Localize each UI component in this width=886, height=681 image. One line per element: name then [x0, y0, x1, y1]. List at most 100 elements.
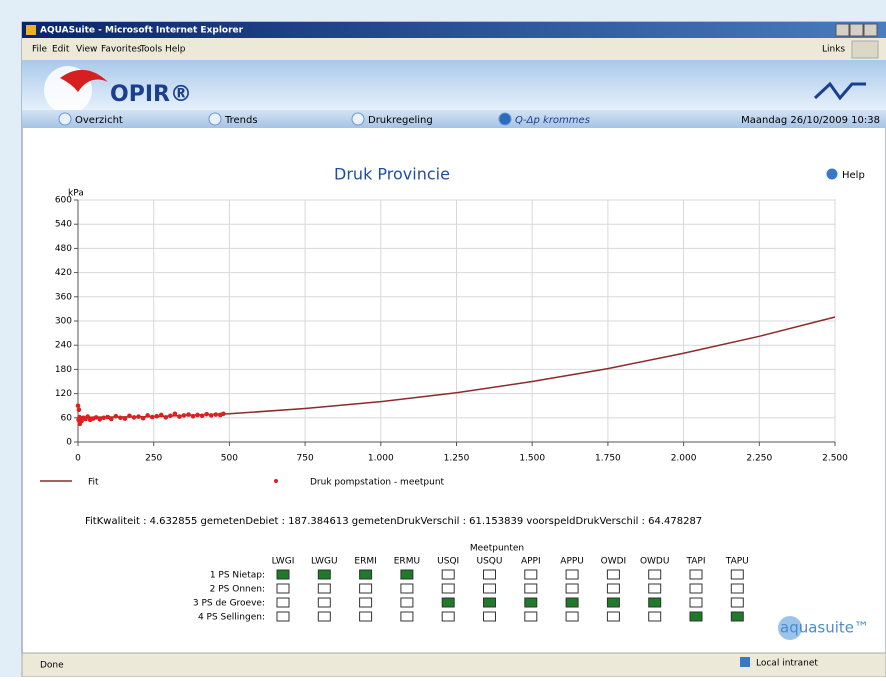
- status-box[interactable]: [565, 597, 579, 608]
- scatter-point: [101, 415, 107, 421]
- scatter-point: [208, 413, 214, 418]
- status-box[interactable]: [441, 569, 455, 580]
- menu-item[interactable]: File: [32, 45, 48, 55]
- status-box[interactable]: [730, 597, 744, 608]
- status-box[interactable]: [317, 569, 331, 580]
- row-label: 2 PS Onnen:: [210, 585, 265, 595]
- scatter-point: [122, 416, 128, 421]
- status-box[interactable]: [648, 583, 662, 594]
- status-box[interactable]: [483, 597, 496, 608]
- help-icon[interactable]: [825, 167, 839, 181]
- menu-item[interactable]: Help: [165, 45, 186, 55]
- scatter-point: [168, 413, 173, 419]
- status-box[interactable]: [400, 583, 414, 594]
- status-box[interactable]: [276, 569, 290, 580]
- column-header: USQI: [437, 557, 459, 567]
- x-tick-label: 2.000: [671, 454, 697, 464]
- status-box[interactable]: [689, 611, 703, 622]
- partner-logo: [813, 81, 866, 101]
- status-box[interactable]: [359, 611, 373, 622]
- status-box[interactable]: [359, 583, 373, 594]
- status-box[interactable]: [483, 611, 496, 622]
- nav-icon[interactable]: [208, 112, 222, 126]
- legend-label: Druk pompstation - meetpunt: [310, 478, 445, 488]
- column-header: APPU: [560, 557, 584, 567]
- status-box[interactable]: [524, 597, 538, 608]
- status-box[interactable]: [648, 597, 662, 608]
- menu-item[interactable]: Tools: [139, 45, 162, 55]
- app-icon: [26, 25, 36, 35]
- menu-item[interactable]: Favorites: [101, 45, 142, 55]
- brand-circle: [778, 616, 802, 640]
- status-box[interactable]: [606, 569, 620, 580]
- nav-item[interactable]: Overzicht: [75, 115, 123, 126]
- menu-item[interactable]: Edit: [52, 45, 70, 55]
- status-box[interactable]: [524, 611, 538, 622]
- status-box[interactable]: [524, 583, 538, 594]
- status-box[interactable]: [730, 569, 744, 580]
- minimize-button[interactable]: [835, 23, 850, 37]
- status-box[interactable]: [730, 583, 744, 594]
- scatter-point: [158, 412, 164, 418]
- maximize-button[interactable]: [849, 23, 864, 37]
- status-box[interactable]: [359, 569, 373, 580]
- status-box[interactable]: [565, 583, 579, 594]
- chart-title: Druk Provincie: [334, 165, 450, 184]
- status-box[interactable]: [730, 611, 744, 622]
- scatter-point: [93, 415, 99, 420]
- nav-item[interactable]: Q-Δp krommes: [515, 115, 590, 126]
- status-box[interactable]: [648, 611, 662, 622]
- close-button[interactable]: [863, 23, 878, 37]
- logo-text: OPIR®: [110, 82, 192, 107]
- nav-item[interactable]: Trends: [224, 115, 258, 126]
- scatter-point: [118, 415, 123, 421]
- scatter-point: [213, 412, 219, 417]
- status-box[interactable]: [524, 569, 538, 580]
- nav-icon[interactable]: [498, 112, 512, 126]
- status-box[interactable]: [359, 597, 373, 608]
- status-box[interactable]: [400, 597, 414, 608]
- status-box[interactable]: [565, 569, 579, 580]
- column-header: ERMU: [394, 557, 420, 567]
- status-box[interactable]: [317, 611, 331, 622]
- status-box[interactable]: [317, 583, 331, 594]
- status-box[interactable]: [276, 611, 290, 622]
- status-box[interactable]: [276, 583, 290, 594]
- ie-logo-button[interactable]: [851, 40, 879, 59]
- links-label[interactable]: Links: [822, 45, 845, 55]
- x-tick-label: 500: [221, 454, 238, 464]
- status-box[interactable]: [648, 569, 662, 580]
- status-box[interactable]: [689, 569, 703, 580]
- status-box[interactable]: [276, 597, 290, 608]
- status-box[interactable]: [565, 611, 579, 622]
- nav-item[interactable]: Drukregeling: [368, 115, 433, 126]
- status-box[interactable]: [689, 597, 703, 608]
- menu-bar: [22, 38, 886, 60]
- status-box[interactable]: [441, 611, 455, 622]
- status-box[interactable]: [483, 569, 496, 580]
- status-box[interactable]: [483, 583, 496, 594]
- row-label: 1 PS Nietap:: [210, 571, 265, 581]
- status-box[interactable]: [606, 583, 620, 594]
- status-box[interactable]: [606, 611, 620, 622]
- status-box[interactable]: [689, 583, 703, 594]
- status-box[interactable]: [441, 597, 455, 608]
- status-box[interactable]: [400, 611, 414, 622]
- status-box[interactable]: [441, 583, 455, 594]
- scatter-point: [172, 411, 178, 417]
- window-title: AQUASuite - Microsoft Internet Explorer: [40, 26, 244, 36]
- nav-icon[interactable]: [351, 112, 365, 126]
- zone-icon: [740, 657, 750, 667]
- scatter-point: [186, 412, 191, 417]
- nav-icon[interactable]: [58, 112, 72, 126]
- y-tick-label: 300: [55, 317, 72, 327]
- menu-item[interactable]: View: [76, 45, 97, 55]
- scatter-point: [105, 414, 110, 420]
- help-link[interactable]: Help: [842, 170, 865, 181]
- scatter-point: [76, 407, 82, 413]
- status-box[interactable]: [606, 597, 620, 608]
- y-tick-label: 420: [55, 268, 72, 278]
- status-box[interactable]: [317, 597, 331, 608]
- status-box[interactable]: [400, 569, 414, 580]
